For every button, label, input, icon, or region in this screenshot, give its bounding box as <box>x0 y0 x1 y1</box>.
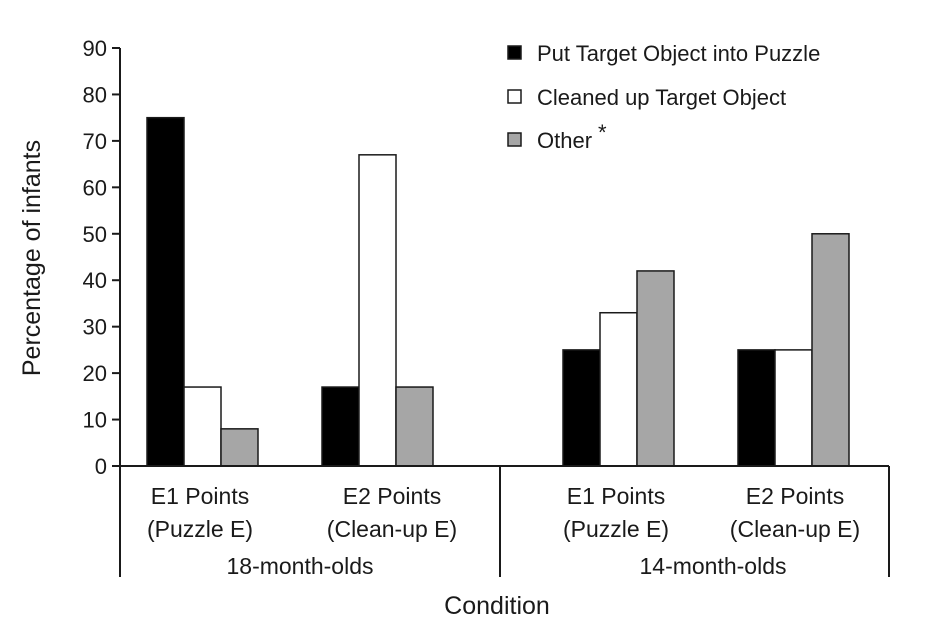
group-label: 18-month-olds <box>226 553 373 579</box>
bar <box>774 349 813 467</box>
legend-label: Put Target Object into Puzzle <box>537 41 820 66</box>
legend: Put Target Object into Puzzle Cleaned up … <box>507 41 820 153</box>
bar <box>220 428 259 467</box>
category-label-line1: E2 Points <box>746 483 844 509</box>
y-tick-label: 0 <box>95 454 107 479</box>
axes-layer <box>119 48 890 577</box>
bar <box>636 270 675 467</box>
bar <box>183 386 222 467</box>
legend-footnote-marker: * <box>598 120 607 145</box>
category-label-line2: (Puzzle E) <box>563 516 669 542</box>
category-label-line1: E1 Points <box>567 483 665 509</box>
bar <box>358 154 397 467</box>
legend-label: Cleaned up Target Object <box>537 85 786 110</box>
category-label-line1: E2 Points <box>343 483 441 509</box>
y-tick-label: 30 <box>83 315 107 340</box>
y-tick-label: 90 <box>83 36 107 61</box>
y-tick-label: 40 <box>83 268 107 293</box>
y-tick-label: 20 <box>83 361 107 386</box>
bar <box>562 349 601 467</box>
bar <box>321 386 360 467</box>
bar <box>599 311 638 467</box>
bar <box>737 349 776 467</box>
y-tick-label: 50 <box>83 222 107 247</box>
y-axis-title: Percentage of infants <box>18 140 46 376</box>
category-label-line2: (Puzzle E) <box>147 516 253 542</box>
x-axis-title: Condition <box>444 592 550 620</box>
category-label-line2: (Clean-up E) <box>730 516 860 542</box>
legend-swatch <box>507 132 522 147</box>
bar <box>395 386 434 467</box>
legend-swatch <box>507 45 522 60</box>
bars-layer <box>146 116 850 467</box>
legend-swatch <box>507 89 522 104</box>
category-labels: E1 Points (Puzzle E) E2 Points (Clean-up E)… <box>147 483 860 579</box>
y-tick-label: 10 <box>83 408 107 433</box>
category-label-line2: (Clean-up E) <box>327 516 457 542</box>
legend-label: Other <box>537 128 592 153</box>
bar <box>811 233 850 467</box>
group-label: 14-month-olds <box>639 553 786 579</box>
y-tick-label: 80 <box>83 82 107 107</box>
bar <box>146 116 185 467</box>
category-label-line1: E1 Points <box>151 483 249 509</box>
y-ticks: 0 10 20 30 40 50 60 70 80 90 <box>83 36 120 479</box>
y-tick-label: 70 <box>83 129 107 154</box>
y-tick-label: 60 <box>83 175 107 200</box>
